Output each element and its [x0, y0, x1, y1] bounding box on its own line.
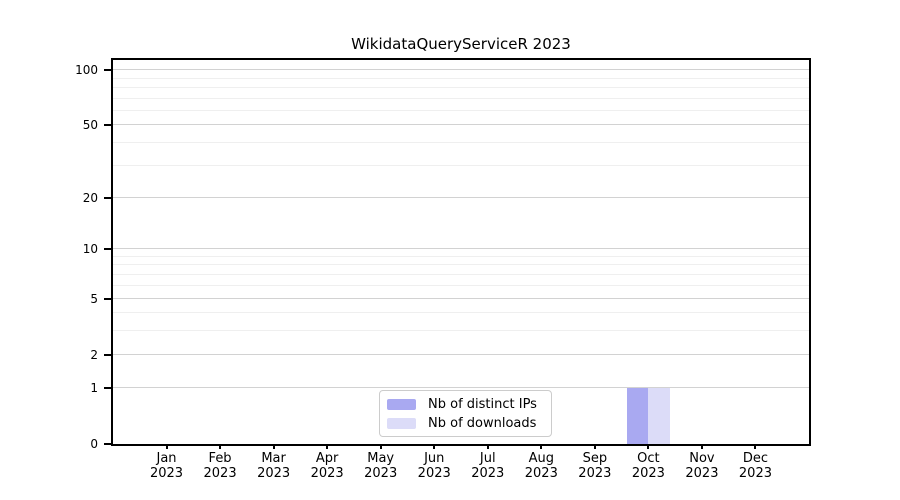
- gridline-minor: [113, 264, 809, 266]
- gridline-major: [113, 123, 809, 125]
- x-tick-label: Oct 2023: [631, 451, 665, 481]
- gridline-minor: [113, 97, 809, 99]
- bar-distinct-ips: [626, 388, 649, 444]
- y-tick-mark: [104, 353, 111, 356]
- x-tick-label: Aug 2023: [524, 451, 558, 481]
- legend-label-distinct-ips: Nb of distinct IPs: [428, 396, 537, 412]
- legend-swatch-distinct-ips-icon: [387, 398, 416, 410]
- gridline-major: [113, 353, 809, 355]
- bars-layer: [113, 60, 809, 444]
- gridline-major: [113, 247, 809, 249]
- gridline-minor: [113, 165, 809, 167]
- bar-downloads: [648, 388, 670, 444]
- y-tick-label: 5: [90, 291, 98, 306]
- y-tick-label: 50: [82, 117, 98, 132]
- y-tick-label: 1: [90, 381, 98, 396]
- gridline-major: [113, 196, 809, 198]
- x-tick-label: Mar 2023: [257, 451, 291, 481]
- plot-area: [111, 58, 811, 446]
- y-tick-mark: [104, 123, 111, 126]
- gridline-minor: [113, 77, 809, 79]
- legend-label-downloads: Nb of downloads: [428, 415, 537, 431]
- y-tick-mark: [104, 68, 111, 71]
- x-tick-label: May 2023: [364, 451, 398, 481]
- gridline-minor: [113, 142, 809, 144]
- gridline-minor: [113, 109, 809, 111]
- y-tick-label: 0: [90, 437, 98, 451]
- x-tick-label: Jul 2023: [471, 451, 505, 481]
- x-tick-label: Sep 2023: [578, 451, 612, 481]
- gridline-minor: [113, 274, 809, 276]
- gridline-minor: [113, 87, 809, 89]
- y-tick-label: 20: [82, 190, 98, 205]
- gridline-major: [113, 68, 809, 70]
- legend-item-downloads: Nb of downloads: [387, 416, 551, 431]
- gridline-minor: [113, 329, 809, 331]
- gridline-major: [113, 297, 809, 299]
- gridline-minor: [113, 256, 809, 258]
- legend-item-distinct-ips: Nb of distinct IPs: [387, 397, 551, 412]
- x-tick-label: Jan 2023: [149, 451, 184, 481]
- y-tick-mark: [104, 387, 111, 390]
- x-tick-label: Dec 2023: [738, 451, 772, 481]
- y-tick-label: 10: [82, 241, 98, 256]
- gridlines-layer: [113, 60, 809, 444]
- y-tick-mark: [104, 297, 111, 300]
- x-tick-label: Nov 2023: [685, 451, 719, 481]
- y-tick-mark: [104, 443, 111, 445]
- gridline-minor: [113, 312, 809, 313]
- chart-title: WikidataQueryServiceR 2023: [351, 35, 571, 53]
- x-tick-label: Jun 2023: [417, 451, 451, 481]
- legend: Nb of distinct IPs Nb of downloads: [379, 390, 552, 437]
- y-tick-label: 100: [75, 62, 98, 77]
- gridline-major: [113, 387, 809, 389]
- gridline-minor: [113, 285, 809, 287]
- x-tick-label: Apr 2023: [310, 451, 344, 481]
- x-tick-label: Feb 2023: [203, 451, 237, 481]
- y-tick-label: 2: [90, 347, 98, 362]
- y-tick-mark: [104, 247, 111, 250]
- legend-swatch-downloads-icon: [387, 417, 416, 429]
- y-tick-mark: [104, 196, 111, 199]
